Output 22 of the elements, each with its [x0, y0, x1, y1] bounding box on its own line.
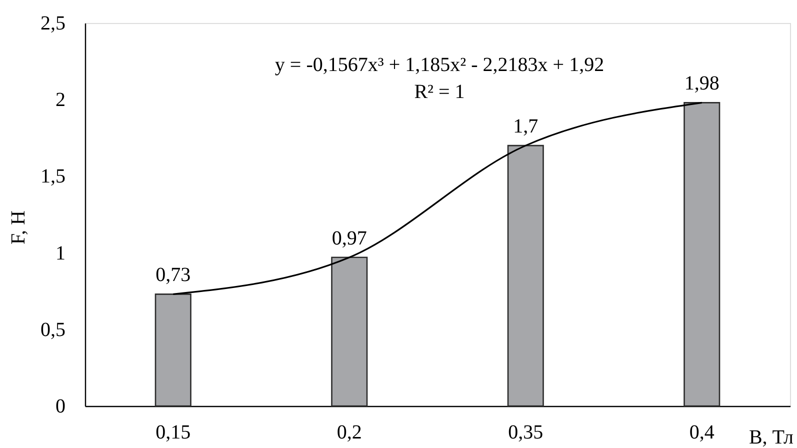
annotation: y = -0,1567x³ + 1,185x² - 2,2183x + 1,92 [274, 54, 604, 76]
data-label: 0,97 [332, 227, 367, 250]
data-label: 0,73 [156, 264, 191, 286]
x-axis-title: B, Тл [748, 426, 794, 448]
bar [331, 256, 368, 407]
x-tick-label: 0,35 [508, 422, 544, 444]
bar [684, 102, 720, 407]
data-label: 1,7 [513, 116, 538, 138]
y-tick-label: 2 [56, 89, 66, 112]
y-tick-label: 1,5 [40, 166, 66, 188]
x-tick-label: 0,2 [336, 422, 362, 444]
bar [154, 294, 192, 407]
annotation: R² = 1 [414, 81, 465, 103]
data-label: 1,98 [684, 72, 720, 95]
y-tick-label: 0,5 [40, 318, 66, 341]
bar [507, 144, 544, 407]
y-tick-label: 1 [56, 242, 66, 264]
y-tick-label: 0 [56, 396, 66, 418]
x-tick-label: 0,15 [156, 422, 191, 444]
y-tick-label: 2,5 [40, 12, 66, 34]
x-tick-label: 0,4 [689, 422, 714, 444]
y-axis-title: F, Н [8, 210, 30, 244]
